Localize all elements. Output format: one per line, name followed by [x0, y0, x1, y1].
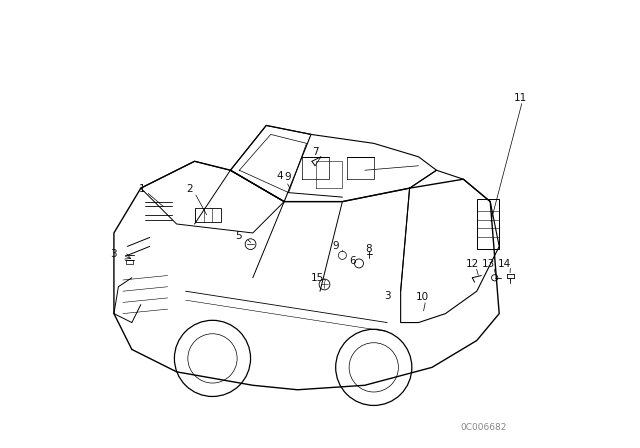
Text: 9: 9 [284, 172, 291, 181]
Text: 3: 3 [111, 250, 117, 259]
Text: 15: 15 [311, 273, 324, 283]
Text: 11: 11 [514, 93, 527, 103]
Text: 2: 2 [186, 184, 193, 194]
Text: 8: 8 [365, 244, 372, 254]
Text: 7: 7 [312, 147, 319, 157]
Text: 12: 12 [466, 259, 479, 269]
Text: 14: 14 [498, 259, 511, 269]
Text: 9: 9 [333, 241, 339, 251]
Text: 13: 13 [482, 259, 495, 269]
Text: 6: 6 [349, 256, 356, 266]
Text: 5: 5 [235, 231, 242, 241]
Text: 4: 4 [276, 171, 283, 181]
Text: 3: 3 [385, 291, 391, 301]
Text: 10: 10 [415, 293, 429, 302]
Text: 1: 1 [138, 184, 145, 194]
Text: 0C006682: 0C006682 [460, 423, 507, 432]
